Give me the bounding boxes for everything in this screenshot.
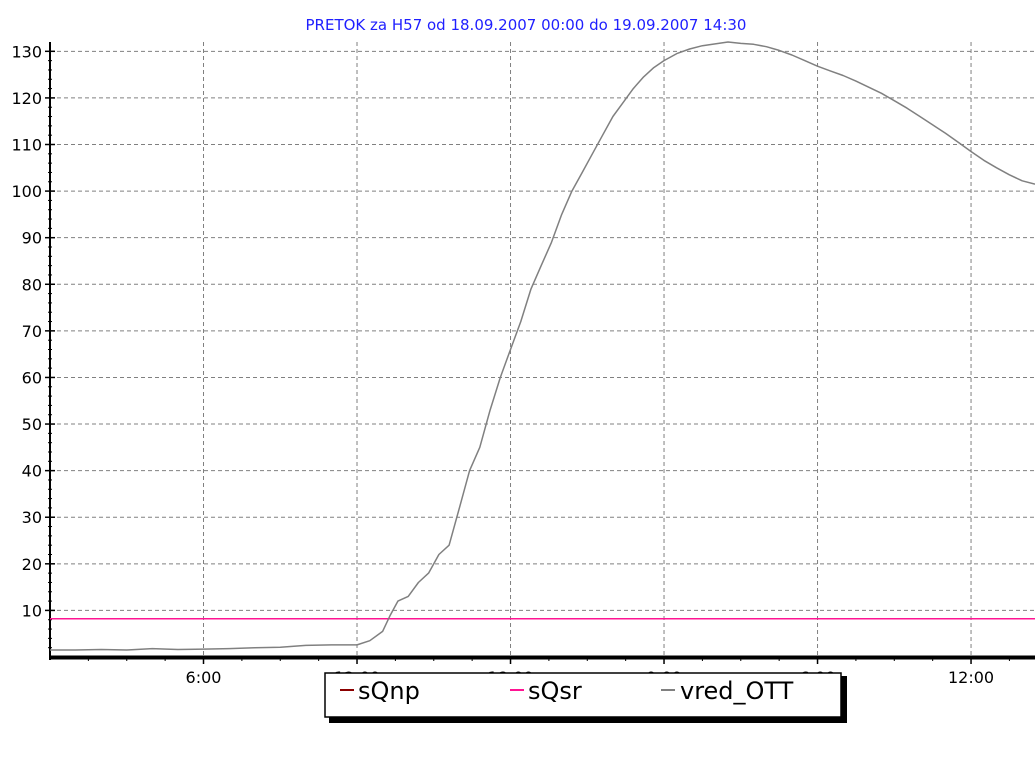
- y-tick-label: 70: [22, 322, 42, 341]
- y-tick-label: 130: [11, 42, 42, 61]
- y-tick-label: 120: [11, 89, 42, 108]
- y-tick-label: 50: [22, 415, 42, 434]
- y-tick-label: 60: [22, 368, 42, 387]
- x-tick-label: 12:00: [948, 668, 994, 687]
- y-tick-label: 10: [22, 601, 42, 620]
- y-tick-label: 100: [11, 182, 42, 201]
- y-tick-label: 80: [22, 275, 42, 294]
- chart-title: PRETOK za H57 od 18.09.2007 00:00 do 19.…: [306, 16, 747, 34]
- legend-label-sqsr: sQsr: [528, 677, 582, 705]
- legend-shadow: [841, 676, 847, 723]
- series-line-vred-ott: [50, 41, 1035, 651]
- legend-shadow-bottom: [329, 717, 847, 723]
- y-tick-label: 90: [22, 229, 42, 248]
- grid: [50, 42, 1035, 657]
- y-tick-label: 30: [22, 508, 42, 527]
- y-tick-label: 20: [22, 555, 42, 574]
- series-layer: [50, 41, 1035, 651]
- legend-label-vred-ott: vred_OTT: [680, 677, 794, 705]
- x-tick-label: 6:00: [186, 668, 222, 687]
- legend: sQnp sQsr vred_OTT: [324, 672, 847, 723]
- ticks: 1020304050607080901001101201306:0012:001…: [11, 42, 1010, 687]
- y-tick-label: 110: [11, 136, 42, 155]
- legend-label-sqnp: sQnp: [358, 677, 420, 705]
- y-tick-label: 40: [22, 462, 42, 481]
- legend-box: [324, 672, 842, 718]
